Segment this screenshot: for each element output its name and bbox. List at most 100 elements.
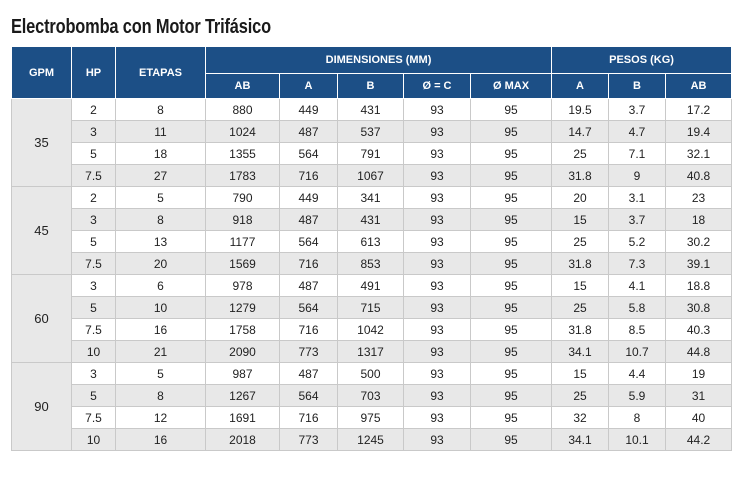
table-cell: 19.4 xyxy=(665,120,733,143)
table-cell: 93 xyxy=(403,252,471,275)
table-cell: 8 xyxy=(608,406,667,429)
table-cell: 8 xyxy=(115,208,206,231)
header-etapas: ETAPAS xyxy=(115,46,206,99)
header-peso-b: B xyxy=(608,73,667,99)
table-cell: 880 xyxy=(205,98,280,121)
table-cell: 20 xyxy=(551,186,610,209)
gpm-cell: 45 xyxy=(11,186,72,275)
table-cell: 5 xyxy=(115,186,206,209)
table-cell: 9 xyxy=(608,164,667,187)
table-row: 10 16 2018 773 1245 93 95 34.1 10.1 44.2 xyxy=(12,428,733,451)
table-cell: 39.1 xyxy=(665,252,733,275)
table-cell: 431 xyxy=(337,98,404,121)
table-row: 60 3 6 978 487 491 93 95 15 4.1 18.8 xyxy=(11,274,733,363)
table-cell: 1067 xyxy=(337,164,404,187)
table-cell: 1569 xyxy=(205,252,280,275)
table-cell: 1691 xyxy=(205,406,280,429)
table-cell: 5 xyxy=(71,384,116,407)
table-row: 7.5 20 1569 716 853 93 95 31.8 7.3 39.1 xyxy=(12,252,733,275)
table-cell: 3.7 xyxy=(608,208,667,231)
table-cell: 5 xyxy=(115,362,206,385)
table-cell: 7.5 xyxy=(71,164,116,187)
table-row: 3 11 1024 487 537 93 95 14.7 4.7 19.4 xyxy=(12,120,733,143)
table-cell: 613 xyxy=(337,230,404,253)
table-cell: 10.1 xyxy=(608,428,667,451)
table-cell: 487 xyxy=(279,208,338,231)
table-cell: 21 xyxy=(115,340,206,363)
table-cell: 16 xyxy=(115,318,206,341)
table-cell: 3 xyxy=(71,274,116,297)
table-cell: 93 xyxy=(403,318,471,341)
table-cell: 44.8 xyxy=(665,340,733,363)
table-cell: 12 xyxy=(115,406,206,429)
table-cell: 93 xyxy=(403,296,471,319)
table-cell: 30.8 xyxy=(665,296,733,319)
table-cell: 93 xyxy=(403,98,471,121)
table-cell: 10.7 xyxy=(608,340,667,363)
table-cell: 15 xyxy=(551,362,610,385)
table-cell: 19 xyxy=(665,362,733,385)
table-cell: 32 xyxy=(551,406,610,429)
table-cell: 5.8 xyxy=(608,296,667,319)
table-cell: 715 xyxy=(337,296,404,319)
table-cell: 93 xyxy=(403,120,471,143)
table-row: 45 2 5 790 449 341 93 95 20 3.1 23 xyxy=(11,186,733,275)
table-cell: 95 xyxy=(470,318,553,341)
page-title: Electrobomba con Motor Trifásico xyxy=(11,16,271,38)
header-pesos: PESOS (KG) xyxy=(551,46,733,74)
table-cell: 93 xyxy=(403,362,471,385)
table-cell: 93 xyxy=(403,208,471,231)
table-cell: 18 xyxy=(115,142,206,165)
header-dim-ab: AB xyxy=(205,73,280,99)
table-row: 5 10 1279 564 715 93 95 25 5.8 30.8 xyxy=(12,296,733,319)
table-row: 5 13 1177 564 613 93 95 25 5.2 30.2 xyxy=(12,230,733,253)
table-cell: 1317 xyxy=(337,340,404,363)
table-cell: 449 xyxy=(279,186,338,209)
table-cell: 5 xyxy=(71,296,116,319)
table-cell: 987 xyxy=(205,362,280,385)
table-cell: 975 xyxy=(337,406,404,429)
table-cell: 8 xyxy=(115,98,206,121)
table-cell: 1355 xyxy=(205,142,280,165)
gpm-cell: 35 xyxy=(11,98,72,187)
header-dim-a: A xyxy=(279,73,338,99)
table-cell: 487 xyxy=(279,362,338,385)
table-cell: 95 xyxy=(470,98,553,121)
table-cell: 95 xyxy=(470,296,553,319)
table-cell: 341 xyxy=(337,186,404,209)
header-dim-c: Ø = C xyxy=(403,73,471,99)
table-cell: 16 xyxy=(115,428,206,451)
table-row: 90 3 5 987 487 500 93 95 15 4.4 19 xyxy=(11,362,733,451)
table-cell: 449 xyxy=(279,98,338,121)
table-cell: 3 xyxy=(71,120,116,143)
table-cell: 3.1 xyxy=(608,186,667,209)
table-cell: 95 xyxy=(470,428,553,451)
table-cell: 500 xyxy=(337,362,404,385)
table-cell: 95 xyxy=(470,384,553,407)
table-cell: 1245 xyxy=(337,428,404,451)
table-cell: 2018 xyxy=(205,428,280,451)
table-cell: 10 xyxy=(115,296,206,319)
table-row: 7.5 16 1758 716 1042 93 95 31.8 8.5 40.3 xyxy=(12,318,733,341)
table-cell: 31.8 xyxy=(551,164,610,187)
table-row: 10 21 2090 773 1317 93 95 34.1 10.7 44.8 xyxy=(12,340,733,363)
table-cell: 17.2 xyxy=(665,98,733,121)
table-cell: 1267 xyxy=(205,384,280,407)
table-cell: 19.5 xyxy=(551,98,610,121)
table-cell: 32.1 xyxy=(665,142,733,165)
table-cell: 25 xyxy=(551,230,610,253)
table-cell: 978 xyxy=(205,274,280,297)
table-cell: 31 xyxy=(665,384,733,407)
table-cell: 716 xyxy=(279,252,338,275)
table-cell: 95 xyxy=(470,362,553,385)
table-cell: 44.2 xyxy=(665,428,733,451)
table-cell: 5.2 xyxy=(608,230,667,253)
header-dim-b: B xyxy=(337,73,404,99)
table-cell: 93 xyxy=(403,340,471,363)
table-cell: 1177 xyxy=(205,230,280,253)
table-cell: 3 xyxy=(71,208,116,231)
table-cell: 564 xyxy=(279,384,338,407)
table-cell: 487 xyxy=(279,120,338,143)
table-cell: 1758 xyxy=(205,318,280,341)
table-cell: 2090 xyxy=(205,340,280,363)
